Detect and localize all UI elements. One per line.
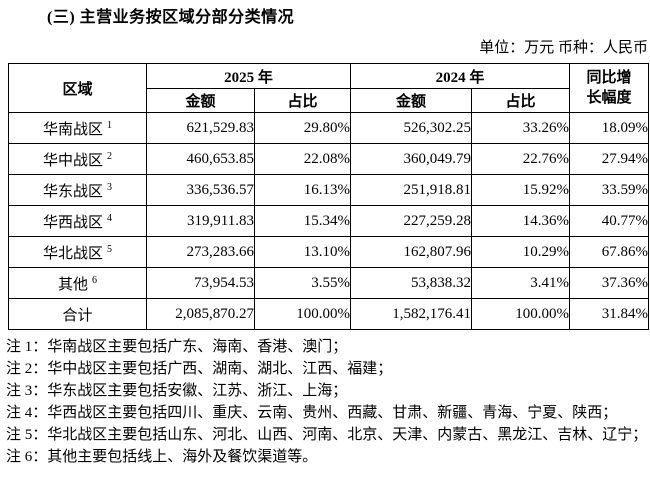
yoy-cell: 27.94% — [569, 143, 650, 175]
header-share-2025: 占比 — [253, 88, 352, 113]
amount-2024-cell: 526,302.25 — [350, 112, 473, 144]
region-label: 华西战区 — [42, 214, 103, 231]
region-cell: 合计 — [8, 298, 147, 330]
header-year-2025: 2025 年 — [145, 63, 352, 89]
share-2024-cell: 15.92% — [471, 174, 571, 206]
amount-2025-cell: 460,653.85 — [146, 143, 255, 175]
yoy-cell: 40.77% — [569, 205, 650, 237]
share-2025-cell: 15.34% — [253, 205, 352, 237]
share-2025-cell: 13.10% — [253, 236, 352, 268]
amount-2024-cell: 227,259.28 — [350, 205, 473, 237]
amount-2025-cell: 2,085,870.27 — [146, 298, 255, 330]
footnotes: 注 1：华南战区主要包括广东、海南、香港、澳门； 注 2：华中战区主要包括广西、… — [6, 336, 648, 468]
region-cell: 华东战区 3 — [8, 174, 147, 206]
table-row-central: 华中战区 2 460,653.85 22.08% 360,049.79 22.76… — [8, 143, 650, 175]
table-body: 华南战区 1 621,529.83 29.80% 526,302.25 33.26… — [8, 112, 650, 330]
table-row-west: 华西战区 4 319,911.83 15.34% 227,259.28 14.36… — [8, 205, 650, 237]
amount-2025-cell: 73,954.53 — [146, 267, 255, 299]
region-footnote-sup: 3 — [107, 181, 112, 193]
yoy-cell: 33.59% — [569, 174, 650, 206]
region-label: 其他 — [57, 276, 88, 293]
amount-2024-cell: 162,807.96 — [350, 236, 473, 268]
footnote-4: 注 4：华西战区主要包括四川、重庆、云南、贵州、西藏、甘肃、新疆、青海、宁夏、陕… — [6, 405, 618, 421]
table-row-east: 华东战区 3 336,536.57 16.13% 251,918.81 15.92… — [8, 174, 650, 206]
yoy-cell: 37.36% — [569, 267, 650, 299]
regional-segment-table: 区域 2025 年 2024 年 同比增长幅度 金额 占比 金额 占比 华南战区… — [8, 63, 650, 330]
header-amount-2025: 金额 — [146, 88, 255, 113]
region-label: 华中战区 — [42, 152, 103, 169]
region-cell: 华西战区 4 — [8, 205, 147, 237]
region-footnote-sup: 2 — [107, 150, 112, 162]
footnote-1: 注 1：华南战区主要包括广东、海南、香港、澳门； — [6, 339, 348, 355]
region-label: 合计 — [62, 307, 93, 324]
amount-2025-cell: 319,911.83 — [146, 205, 255, 237]
table-row-north: 华北战区 5 273,283.66 13.10% 162,807.96 10.29… — [8, 236, 650, 268]
header-share-2024: 占比 — [471, 88, 571, 113]
amount-2025-cell: 273,283.66 — [146, 236, 255, 268]
table-header: 区域 2025 年 2024 年 同比增长幅度 金额 占比 金额 占比 — [8, 63, 650, 113]
share-2024-cell: 22.76% — [471, 143, 571, 175]
table-row-total: 合计 2,085,870.27 100.00% 1,582,176.41 100… — [8, 298, 650, 330]
header-amount-2024: 金额 — [350, 88, 473, 113]
yoy-cell: 18.09% — [569, 112, 650, 144]
region-label: 华北战区 — [42, 245, 103, 262]
share-2024-cell: 33.26% — [471, 112, 571, 144]
table-row-other: 其他 6 73,954.53 3.55% 53,838.32 3.41% 37.3… — [8, 267, 650, 299]
footnote-3: 注 3：华东战区主要包括安徽、江苏、浙江、上海； — [6, 383, 348, 399]
region-label: 华南战区 — [42, 121, 103, 138]
share-2025-cell: 16.13% — [253, 174, 352, 206]
amount-2024-cell: 53,838.32 — [350, 267, 473, 299]
section-title: (三) 主营业务按区域分部分类情况 — [47, 9, 295, 26]
share-2025-cell: 29.80% — [253, 112, 352, 144]
amount-2025-cell: 336,536.57 — [146, 174, 255, 206]
region-label: 华东战区 — [42, 183, 103, 200]
region-footnote-sup: 5 — [107, 243, 112, 255]
amount-2024-cell: 360,049.79 — [350, 143, 473, 175]
share-2025-cell: 3.55% — [253, 267, 352, 299]
header-yoy-growth-label: 同比增长幅度 — [586, 70, 632, 106]
region-footnote-sup: 1 — [107, 119, 112, 131]
region-footnote-sup: 6 — [92, 274, 97, 286]
yoy-cell: 31.84% — [569, 298, 650, 330]
region-footnote-sup: 4 — [107, 212, 112, 224]
share-2024-cell: 14.36% — [471, 205, 571, 237]
footnote-2: 注 2：华中战区主要包括广西、湖南、湖北、江西、福建； — [6, 361, 393, 377]
region-cell: 华南战区 1 — [8, 112, 147, 144]
header-year-2024: 2024 年 — [350, 63, 571, 89]
amount-2024-cell: 251,918.81 — [350, 174, 473, 206]
share-2024-cell: 100.00% — [471, 298, 571, 330]
share-2025-cell: 100.00% — [253, 298, 352, 330]
footnote-5: 注 5：华北战区主要包括山东、河北、山西、河南、北京、天津、内蒙古、黑龙江、吉林… — [6, 427, 648, 443]
footnote-6: 注 6：其他主要包括线上、海外及餐饮渠道等。 — [6, 449, 318, 465]
header-region: 区域 — [8, 63, 147, 113]
share-2025-cell: 22.08% — [253, 143, 352, 175]
share-2024-cell: 10.29% — [471, 236, 571, 268]
table-row-south: 华南战区 1 621,529.83 29.80% 526,302.25 33.26… — [8, 112, 650, 144]
region-cell: 其他 6 — [8, 267, 147, 299]
region-cell: 华中战区 2 — [8, 143, 147, 175]
unit-currency-label: 单位：万元 币种：人民币 — [479, 40, 648, 56]
yoy-cell: 67.86% — [569, 236, 650, 268]
header-yoy-growth: 同比增长幅度 — [569, 63, 650, 113]
region-cell: 华北战区 5 — [8, 236, 147, 268]
amount-2025-cell: 621,529.83 — [146, 112, 255, 144]
amount-2024-cell: 1,582,176.41 — [350, 298, 473, 330]
share-2024-cell: 3.41% — [471, 267, 571, 299]
